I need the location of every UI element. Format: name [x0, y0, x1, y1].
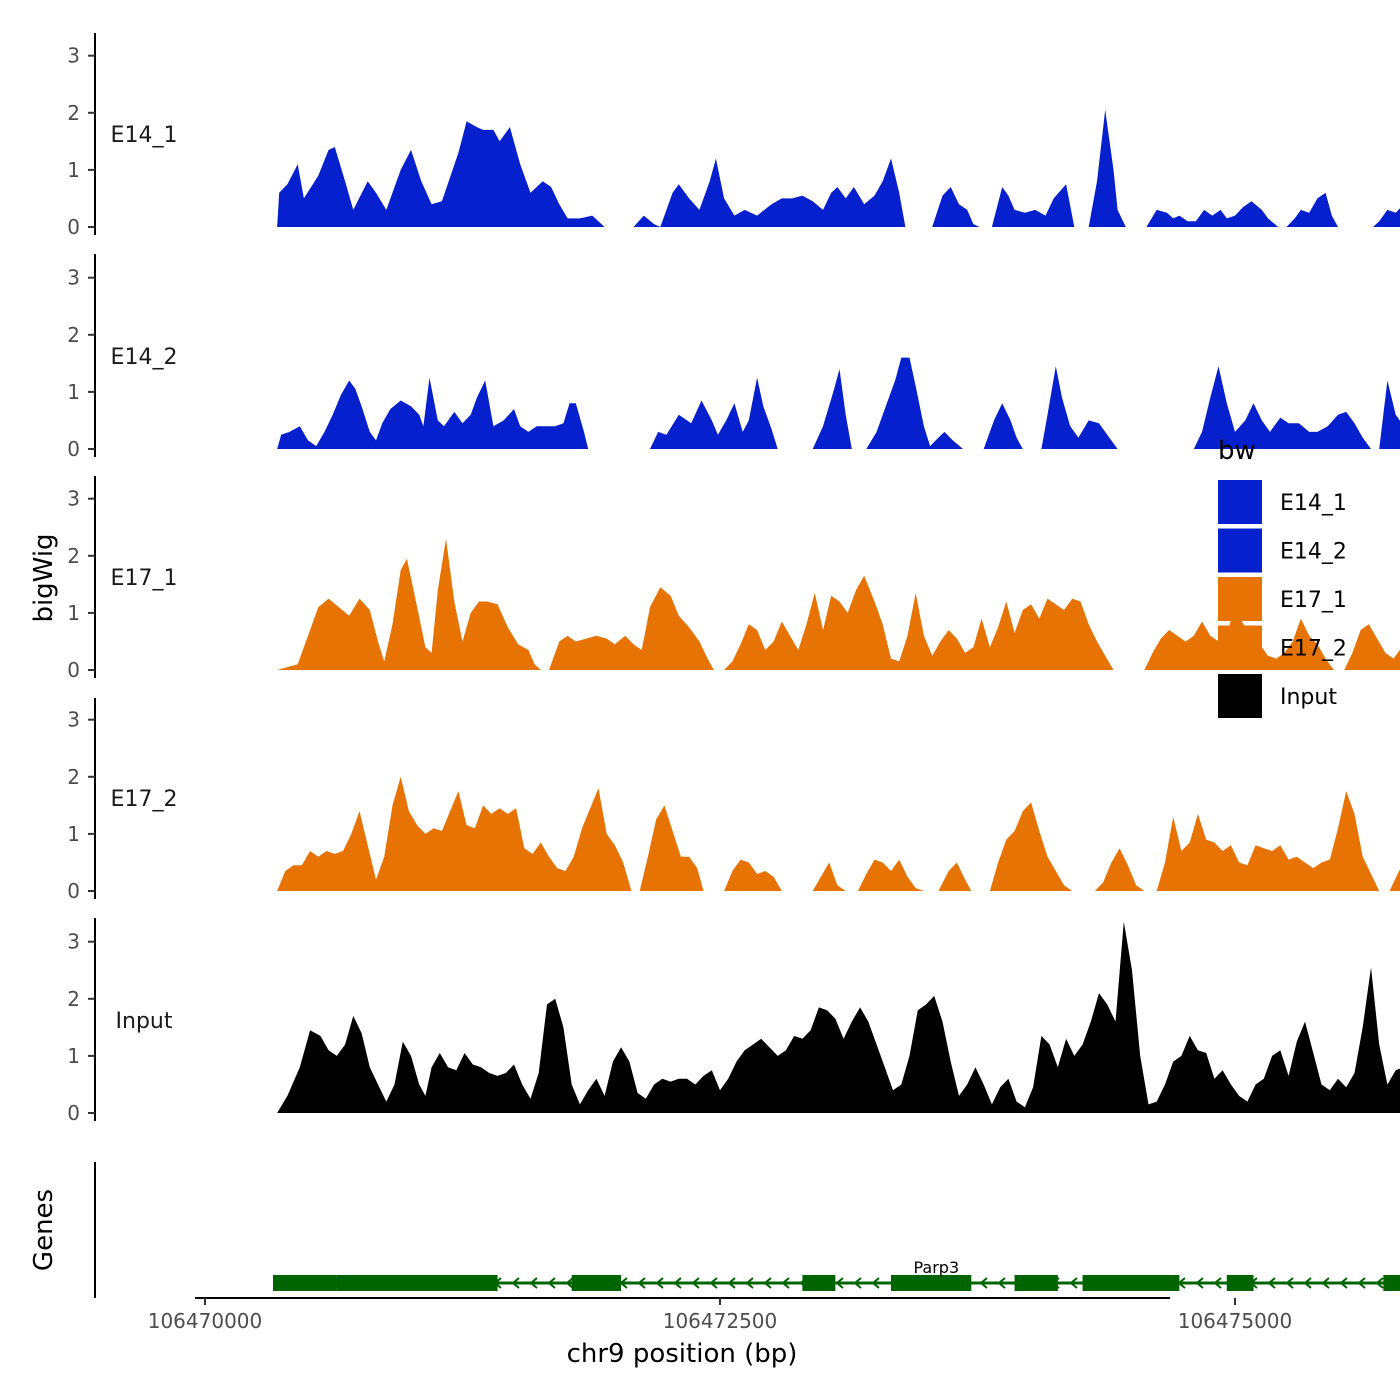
- legend-label: E14_1: [1280, 491, 1347, 516]
- legend-key-input: [1218, 674, 1262, 718]
- y-tick-label: 0: [67, 437, 80, 461]
- legend-key-e14-2: [1218, 528, 1262, 573]
- legend-label: Input: [1280, 685, 1337, 710]
- y-tick-label: 0: [67, 879, 80, 903]
- track-e17-2: 0 1 2 3 E17_2: [67, 698, 1400, 903]
- legend-title: bw: [1218, 436, 1256, 466]
- y-tick-label: 0: [67, 215, 80, 239]
- signal-area-e14-2: [277, 357, 1400, 449]
- y-tick-label: 0: [67, 1101, 80, 1125]
- track-label: E17_1: [111, 566, 178, 591]
- strand-chevron: [1195, 1277, 1204, 1289]
- legend-key-e14-1: [1218, 480, 1262, 524]
- strand-chevron: [1285, 1277, 1294, 1289]
- y-tick-label: 3: [67, 708, 80, 732]
- y-tick-label: 2: [67, 323, 80, 347]
- strand-chevron: [511, 1277, 520, 1289]
- strand-chevron: [871, 1277, 880, 1289]
- y-tick-label: 3: [67, 930, 80, 954]
- gene-exon: [1082, 1275, 1180, 1291]
- signal-area-input: [277, 921, 1400, 1113]
- y-tick-label: 0: [67, 658, 80, 682]
- gene-exon: [1383, 1275, 1400, 1291]
- y-tick-label: 1: [67, 158, 80, 182]
- legend-label: E14_2: [1280, 540, 1347, 565]
- strand-chevron: [1357, 1277, 1366, 1289]
- gene-exon: [272, 1275, 337, 1291]
- strand-chevron: [781, 1277, 790, 1289]
- strand-chevron: [763, 1277, 772, 1289]
- strand-chevron: [547, 1277, 556, 1289]
- signal-area-e17-2: [277, 776, 1400, 891]
- y-tick-label: 1: [67, 822, 80, 846]
- strand-chevron: [709, 1277, 718, 1289]
- strand-chevron: [565, 1277, 574, 1289]
- track-label: E14_2: [111, 345, 178, 370]
- gene-label: Parp3: [913, 1258, 959, 1277]
- strand-chevron: [529, 1277, 538, 1289]
- strand-chevron: [1213, 1277, 1222, 1289]
- gene-exon: [571, 1275, 622, 1291]
- strand-chevron: [745, 1277, 754, 1289]
- y-tick-label: 1: [67, 601, 80, 625]
- signal-area-e17-1: [277, 538, 1400, 670]
- gene-exon: [336, 1275, 498, 1291]
- strand-chevron: [853, 1277, 862, 1289]
- legend: bw E14_1 E14_2 E17_1 E17_2 Input: [1218, 436, 1347, 718]
- x-tick-label: 106475000: [1178, 1309, 1293, 1333]
- y-tick-label: 3: [67, 487, 80, 511]
- strand-chevron: [1069, 1277, 1078, 1289]
- legend-key-e17-2: [1218, 625, 1262, 670]
- gene-exon: [1014, 1275, 1058, 1291]
- strand-chevron: [997, 1277, 1006, 1289]
- strand-chevron: [979, 1277, 988, 1289]
- strand-chevron: [637, 1277, 646, 1289]
- genes-track-title: Genes: [29, 1189, 59, 1271]
- gene-exon: [1226, 1275, 1254, 1291]
- signal-area-e14-1: [277, 109, 1400, 227]
- track-e17-1: 0 1 2 3 E17_1: [67, 476, 1400, 682]
- x-axis-title: chr9 position (bp): [567, 1339, 798, 1369]
- gene-exon: [890, 1275, 972, 1291]
- legend-key-e17-1: [1218, 577, 1262, 621]
- track-label: E14_1: [111, 123, 178, 148]
- legend-label: E17_2: [1280, 637, 1347, 662]
- strand-chevron: [1339, 1277, 1348, 1289]
- x-tick-label: 106472500: [663, 1309, 778, 1333]
- y-tick-label: 2: [67, 987, 80, 1011]
- x-tick-label: 106470000: [148, 1309, 263, 1333]
- strand-chevron: [727, 1277, 736, 1289]
- strand-chevron: [1267, 1277, 1276, 1289]
- track-label: Input: [116, 1009, 173, 1034]
- y-tick-label: 1: [67, 380, 80, 404]
- strand-chevron: [835, 1277, 844, 1289]
- track-label: E17_2: [111, 787, 178, 812]
- y-tick-label: 2: [67, 544, 80, 568]
- y-axis-title: bigWig: [29, 533, 59, 622]
- x-axis: 106470000106472500106475000106477500: [148, 1297, 1293, 1333]
- strand-chevron: [1321, 1277, 1330, 1289]
- strand-chevron: [691, 1277, 700, 1289]
- strand-chevron: [655, 1277, 664, 1289]
- strand-chevron: [1375, 1277, 1384, 1289]
- track-input: 0 1 2 3 Input: [67, 918, 1400, 1125]
- gene-track: Parp3Rrp9: [94, 1162, 1400, 1298]
- gene-parp3: Parp3: [272, 1258, 1400, 1291]
- y-tick-label: 2: [67, 765, 80, 789]
- track-e14-2: 0 1 2 3 E14_2: [67, 254, 1400, 461]
- y-tick-label: 1: [67, 1044, 80, 1068]
- y-tick-label: 3: [67, 266, 80, 290]
- strand-chevron: [1303, 1277, 1312, 1289]
- signal-tracks: 0 1 2 3 E14_1 0 1 2 3 E14_2 0 1 2 3 E17_1 0 1 2 3 E17_2 0 1 2 3…: [67, 33, 1400, 1125]
- strand-chevron: [673, 1277, 682, 1289]
- gene-exon: [802, 1275, 836, 1291]
- y-tick-label: 3: [67, 44, 80, 68]
- legend-label: E17_1: [1280, 588, 1347, 613]
- track-e14-1: 0 1 2 3 E14_1: [67, 33, 1400, 239]
- y-tick-label: 2: [67, 101, 80, 125]
